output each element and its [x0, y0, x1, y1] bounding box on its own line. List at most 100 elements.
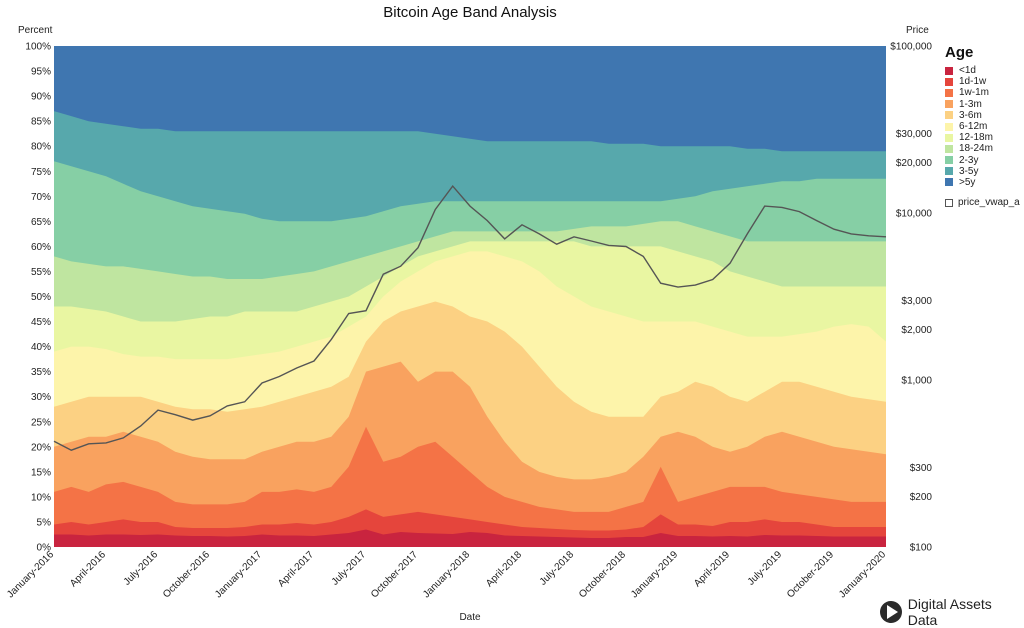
- x-axis-label: Date: [459, 612, 481, 623]
- legend-item: <1d: [945, 65, 1020, 76]
- left-tick-label: 65%: [31, 217, 51, 228]
- legend-swatch-icon: [945, 88, 953, 97]
- x-tick-label: July-2016: [122, 549, 161, 588]
- legend-label: 1d-1w: [959, 76, 987, 88]
- legend-item: 18-24m: [945, 143, 1020, 154]
- brand: Digital Assets Data: [880, 596, 1024, 628]
- right-tick-label: $10,000: [896, 209, 933, 220]
- legend-swatch-icon: [945, 122, 953, 131]
- x-tick-label: January-2016: [5, 549, 56, 600]
- x-tick-label: April-2018: [484, 549, 524, 589]
- legend-item: 3-6m: [945, 110, 1020, 121]
- left-axis-label: Percent: [18, 25, 53, 36]
- left-tick-label: 10%: [31, 492, 51, 503]
- x-tick-label: October-2017: [369, 549, 420, 600]
- brand-logo-icon: [880, 601, 902, 623]
- legend-swatch-icon: [945, 133, 953, 142]
- right-axis: $100 $200 $300 $1,000 $2,000 $3,000 $10,000 $20…: [890, 42, 932, 554]
- area-band-1w1m: [54, 426, 886, 547]
- x-tick-label: October-2018: [577, 549, 628, 600]
- legend-swatch-icon: [945, 178, 953, 187]
- legend-item-price: price_vwap_a: [945, 197, 1020, 208]
- legend-label: 3-5y: [959, 165, 979, 177]
- legend-item: 2-3y: [945, 155, 1020, 166]
- x-tick-label: October-2019: [785, 549, 836, 600]
- left-tick-label: 55%: [31, 267, 51, 278]
- right-tick-label: $200: [910, 492, 933, 503]
- x-tick-label: January-2019: [629, 549, 680, 600]
- x-axis: January-2016 April-2016 July-2016 October-2…: [5, 549, 888, 600]
- x-tick-label: October-2016: [161, 549, 212, 600]
- left-tick-label: 90%: [31, 92, 51, 103]
- left-tick-label: 35%: [31, 367, 51, 378]
- right-tick-label: $3,000: [901, 296, 932, 307]
- right-tick-label: $100,000: [890, 42, 932, 53]
- left-tick-label: 45%: [31, 317, 51, 328]
- left-tick-label: 60%: [31, 242, 51, 253]
- x-tick-label: July-2018: [538, 549, 577, 588]
- legend-label-price: price_vwap_a: [958, 197, 1020, 209]
- left-tick-label: 25%: [31, 417, 51, 428]
- legend-item: 6-12m: [945, 121, 1020, 132]
- legend-swatch-icon: [945, 111, 953, 120]
- legend-items: <1d 1d-1w 1w-1m 1-3m 3-6m 6-12m 12-18m 18-24m 2-…: [945, 65, 1020, 188]
- legend-item: 12-18m: [945, 132, 1020, 143]
- legend-label: >5y: [959, 176, 976, 188]
- legend-label: 1-3m: [959, 98, 982, 110]
- left-tick-label: 95%: [31, 67, 51, 78]
- legend-swatch-icon: [945, 77, 953, 86]
- right-tick-label: $100: [910, 543, 933, 554]
- right-axis-label: Price: [906, 25, 929, 36]
- left-tick-label: 15%: [31, 467, 51, 478]
- legend-label: 6-12m: [959, 121, 988, 133]
- left-axis: 0% 5% 10% 15% 20% 25% 30% 35% 40% 45% 50% 55% 60% 65%…: [25, 42, 51, 554]
- legend-title: Age: [945, 44, 974, 61]
- x-tick-label: January-2020: [837, 549, 888, 600]
- legend-item: 1-3m: [945, 99, 1020, 110]
- right-tick-label: $30,000: [896, 129, 933, 140]
- x-tick-label: January-2017: [213, 549, 264, 600]
- right-tick-label: $300: [910, 463, 933, 474]
- left-tick-label: 20%: [31, 442, 51, 453]
- x-tick-label: April-2016: [68, 549, 108, 589]
- brand-name: Digital Assets Data: [907, 596, 992, 628]
- area-bands: [54, 46, 886, 548]
- chart-title: Bitcoin Age Band Analysis: [383, 4, 556, 21]
- x-tick-label: April-2017: [276, 549, 316, 589]
- legend-item: 3-5y: [945, 166, 1020, 177]
- legend-item: 1w-1m: [945, 87, 1020, 98]
- legend-label: 18-24m: [959, 143, 993, 155]
- x-tick-label: April-2019: [692, 549, 732, 589]
- legend-label: 2-3y: [959, 154, 979, 166]
- x-tick-label: January-2018: [421, 549, 472, 600]
- left-tick-label: 85%: [31, 117, 51, 128]
- legend-swatch-icon: [945, 144, 953, 153]
- left-tick-label: 50%: [31, 292, 51, 303]
- left-tick-label: 80%: [31, 142, 51, 153]
- legend-label: 1w-1m: [959, 87, 990, 99]
- price-swatch-icon: [945, 198, 953, 207]
- legend-item: >5y: [945, 177, 1020, 188]
- legend-item: 1d-1w: [945, 76, 1020, 87]
- price-vwap-line: [53, 184, 887, 451]
- left-tick-label: 0%: [37, 543, 52, 554]
- area-band-1d: [54, 529, 886, 547]
- legend-swatch-icon: [945, 167, 953, 176]
- legend-label: <1d: [959, 65, 976, 77]
- legend-swatch-icon: [945, 156, 953, 165]
- legend-swatch-icon: [945, 66, 953, 75]
- x-tick-label: July-2019: [746, 549, 785, 588]
- left-tick-label: 75%: [31, 167, 51, 178]
- x-tick-label: July-2017: [330, 549, 369, 588]
- left-tick-label: 70%: [31, 192, 51, 203]
- legend: Age <1d 1d-1w 1w-1m 1-3m 3-6m 6-12m 12-18m 18-2…: [945, 44, 1020, 208]
- right-tick-label: $2,000: [901, 325, 932, 336]
- right-tick-label: $20,000: [896, 158, 933, 169]
- left-tick-label: 40%: [31, 342, 51, 353]
- left-tick-label: 30%: [31, 392, 51, 403]
- left-tick-label: 5%: [37, 517, 52, 528]
- left-tick-label: 100%: [25, 42, 51, 53]
- right-tick-label: $1,000: [901, 376, 932, 387]
- legend-swatch-icon: [945, 100, 953, 109]
